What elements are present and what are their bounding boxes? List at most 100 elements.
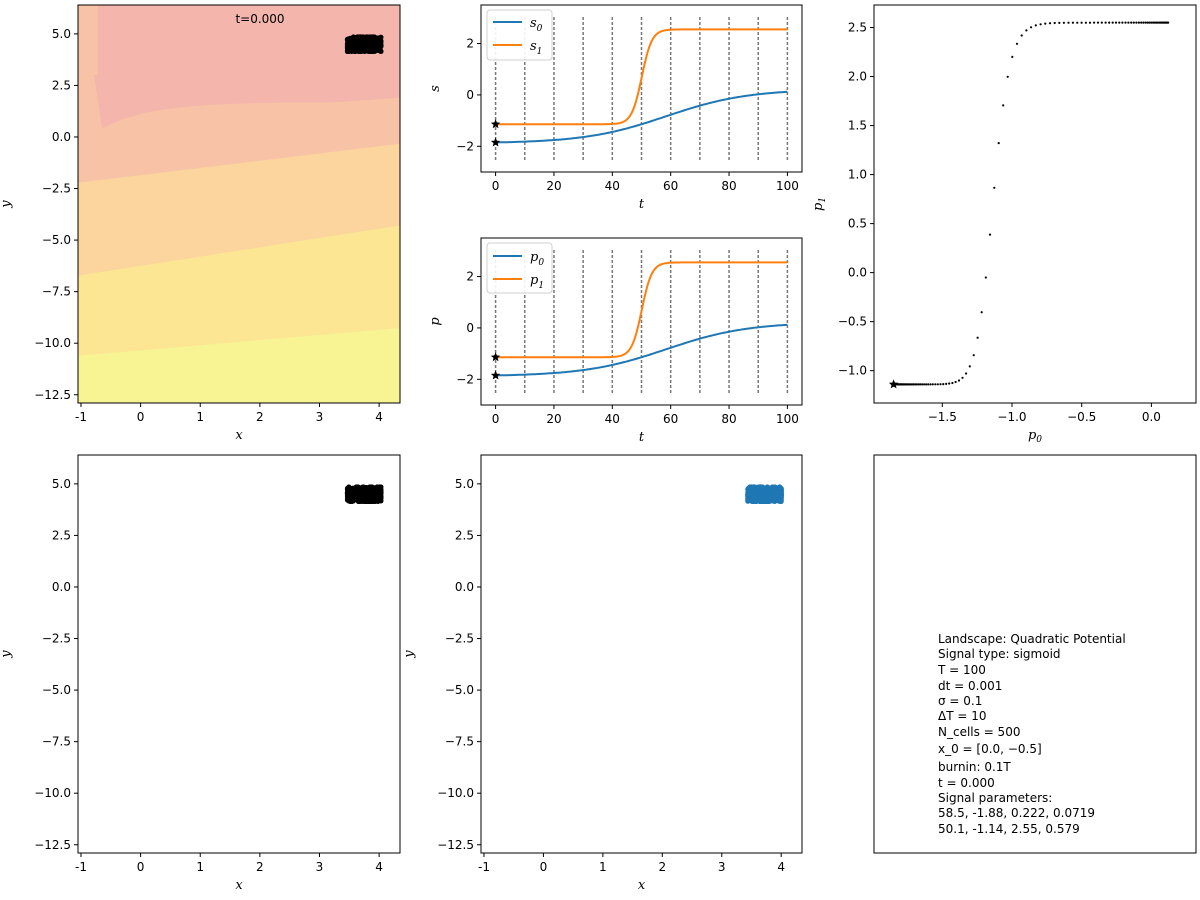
series-line-s0 [495, 90, 788, 144]
trajectory-point [927, 383, 930, 386]
start-marker [490, 119, 501, 129]
trajectory-point [1044, 22, 1047, 25]
x-tick-label: 20 [546, 179, 561, 193]
trajectory-point [1130, 21, 1133, 24]
landscape-heatmap [78, 5, 400, 404]
cells-black-panel: -1 0 1 2 3 4 5.0 2.5 0.0 −2.5 −5.0 −7.5 −10.0 −12.5 x y [0, 454, 401, 893]
x-tick-label: 0 [137, 860, 145, 874]
x-tick-label: 2 [256, 410, 264, 424]
trajectory-point [1039, 23, 1042, 26]
y-tick-label: 0.0 [52, 580, 71, 594]
x-tick-label: 1 [196, 410, 204, 424]
cell-point [365, 48, 371, 54]
cell-point [373, 39, 379, 45]
cell-point [370, 48, 376, 54]
x-tick-label: 20 [546, 412, 561, 426]
x-axis-label: t [639, 197, 645, 212]
time-label: t=0.000 [235, 12, 284, 26]
cell-point [362, 485, 368, 491]
x-axis-label: x [235, 878, 243, 893]
trajectory-point [1152, 21, 1155, 24]
signal-panel: 0 20 40 60 80 100 −2 0 2 t s s0 s1 [428, 4, 803, 212]
trajectory-point [972, 354, 975, 357]
trajectory-point [1071, 21, 1074, 24]
cell-point [355, 498, 362, 504]
trajectory-point [1084, 21, 1087, 24]
trajectory-point [1062, 21, 1065, 24]
y-tick-label: −7.5 [42, 735, 71, 749]
landscape-band [78, 5, 98, 76]
y-tick-label: −10.0 [34, 786, 71, 800]
landscape-panel: t=0.000 -1 0 1 2 3 4 5.0 2.5 0.0 −2.5 −5.0 −7.5 −10.… [0, 4, 401, 443]
trajectory-point [1135, 21, 1138, 24]
trajectory-point [929, 383, 932, 386]
phase-panel: −1.5 −1.0 −0.5 0.0 −1.0 −0.5 0.0 0.5 1.0 1.5 2.0 2.… [811, 4, 1197, 445]
info-line: x_0 = [0.0, −0.5] [938, 742, 1042, 756]
x-axis-label: t [639, 430, 645, 445]
axes-frame [480, 237, 803, 406]
trajectory-point [948, 382, 951, 385]
trajectory-point [1148, 21, 1151, 24]
x-tick-label: 0 [492, 179, 500, 193]
x-tick-label: 60 [663, 179, 678, 193]
x-tick-label: 0.0 [1142, 410, 1161, 424]
start-marker [490, 352, 501, 362]
y-tick-label: 2 [466, 37, 474, 51]
trajectory-point [965, 372, 968, 375]
trajectory-point [939, 383, 942, 386]
y-tick-label: −2 [456, 139, 474, 153]
signal-axes: 0 20 40 60 80 100 −2 0 2 t s [428, 4, 803, 212]
trajectory-point [1111, 21, 1114, 24]
trajectory-point [915, 383, 919, 386]
y-tick-label: −10.0 [437, 786, 474, 800]
axes-frame [77, 454, 401, 854]
y-tick-label: 5.0 [52, 477, 71, 491]
x-tick-label: -1 [75, 860, 87, 874]
cell-point [347, 37, 353, 43]
trajectory-point [1053, 21, 1056, 25]
param-plot [490, 250, 789, 395]
landscape-axes: -1 0 1 2 3 4 5.0 2.5 0.0 −2.5 −5.0 −7.5 −10.0 −12.5 x y [0, 4, 401, 443]
param-axes: 0 20 40 60 80 100 −2 0 2 t p [428, 237, 803, 445]
trajectory-point [1108, 21, 1111, 24]
x-tick-label: -1 [75, 410, 87, 424]
y-tick-label: 2.5 [848, 21, 867, 35]
trajectory-point [1167, 21, 1170, 24]
trajectory-point [1144, 21, 1147, 24]
trajectory-point [997, 142, 1000, 145]
trajectory-point [984, 276, 987, 279]
x-tick-label: 4 [777, 860, 785, 874]
start-marker [490, 137, 501, 147]
legend-label-s0: s0 [530, 16, 543, 34]
cell-point [774, 492, 780, 499]
axes-frame [480, 454, 803, 854]
y-tick-label: −0.5 [838, 315, 867, 329]
cell-point [378, 486, 384, 492]
y-tick-label: 2.5 [455, 528, 474, 542]
y-tick-label: 2 [466, 270, 474, 284]
cell-point [378, 495, 384, 501]
y-tick-label: −1.0 [838, 364, 867, 378]
y-axis-label: y [0, 200, 14, 209]
x-tick-label: 2 [658, 860, 666, 874]
trajectory-point [942, 383, 945, 386]
cell-point [763, 498, 769, 504]
info-line: burnin: 0.1T [938, 760, 1011, 774]
trajectory-point [931, 383, 934, 386]
cell-point [759, 487, 766, 493]
trajectory-point [945, 382, 948, 385]
x-tick-label: 60 [663, 412, 678, 426]
cell-point [358, 489, 364, 495]
y-axis-label: y [0, 650, 14, 659]
cell-point [378, 38, 384, 45]
y-tick-label: −2.5 [42, 182, 71, 196]
trajectory-point [1100, 21, 1103, 24]
param-panel: 0 20 40 60 80 100 −2 0 2 t p p0 p1 [428, 237, 803, 445]
start-marker [888, 379, 899, 389]
x-tick-label: 1 [599, 860, 607, 874]
info-line: Signal parameters: [938, 791, 1052, 805]
y-tick-label: 2.0 [848, 70, 867, 84]
x-tick-label: 100 [776, 179, 799, 193]
trajectory-point [993, 186, 996, 189]
